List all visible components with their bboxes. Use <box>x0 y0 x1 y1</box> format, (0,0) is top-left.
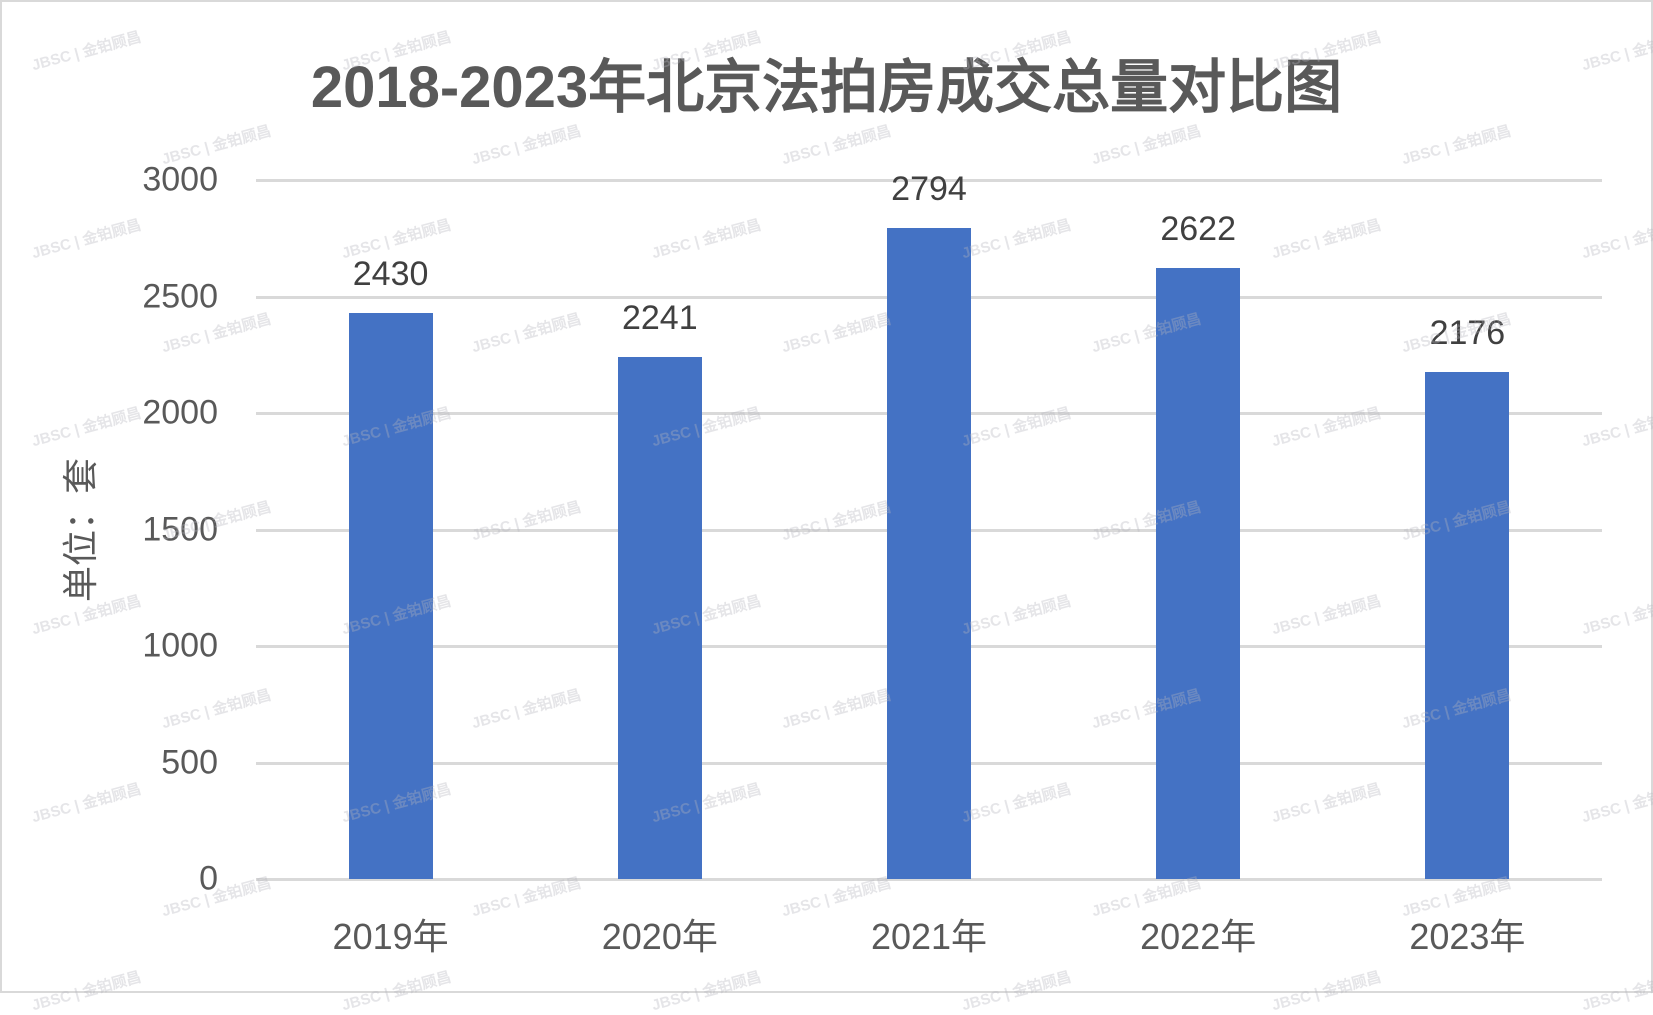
bar-2021 <box>887 228 971 879</box>
x-tick-label: 2021年 <box>870 916 988 957</box>
plot-area: 0 500 1000 1500 2000 2500 3000 2430 2019年 2241 202… <box>142 161 1602 957</box>
bar-2020 <box>617 356 702 879</box>
bar-2019 <box>348 312 433 879</box>
y-tick-label: 2500 <box>142 277 218 315</box>
y-tick-label: 1500 <box>142 510 218 548</box>
chart-frame <box>0 0 1653 993</box>
data-label: 2176 <box>1429 313 1506 352</box>
bar-2022 <box>1156 268 1241 879</box>
y-tick-label: 1000 <box>142 626 218 665</box>
y-tick-label: 3000 <box>142 160 218 199</box>
x-tick-label: 2020年 <box>601 916 718 957</box>
y-tick-label: 500 <box>161 743 218 781</box>
x-tick-label: 2022年 <box>1140 916 1257 957</box>
gridline <box>256 878 1602 881</box>
gridline <box>256 179 1602 182</box>
data-label: 2794 <box>891 170 967 208</box>
y-tick-label: 2000 <box>142 393 218 432</box>
data-label: 2622 <box>1160 210 1236 249</box>
x-tick-label: 2019年 <box>332 916 449 957</box>
data-label: 2430 <box>352 254 429 293</box>
data-label: 2241 <box>621 298 698 337</box>
x-tick-label: 2023年 <box>1409 916 1526 957</box>
bar-2023 <box>1425 372 1510 879</box>
y-tick-label: 0 <box>199 859 218 898</box>
chart-title: 2018-2023年北京法拍房成交总量对比图 <box>310 55 1343 120</box>
